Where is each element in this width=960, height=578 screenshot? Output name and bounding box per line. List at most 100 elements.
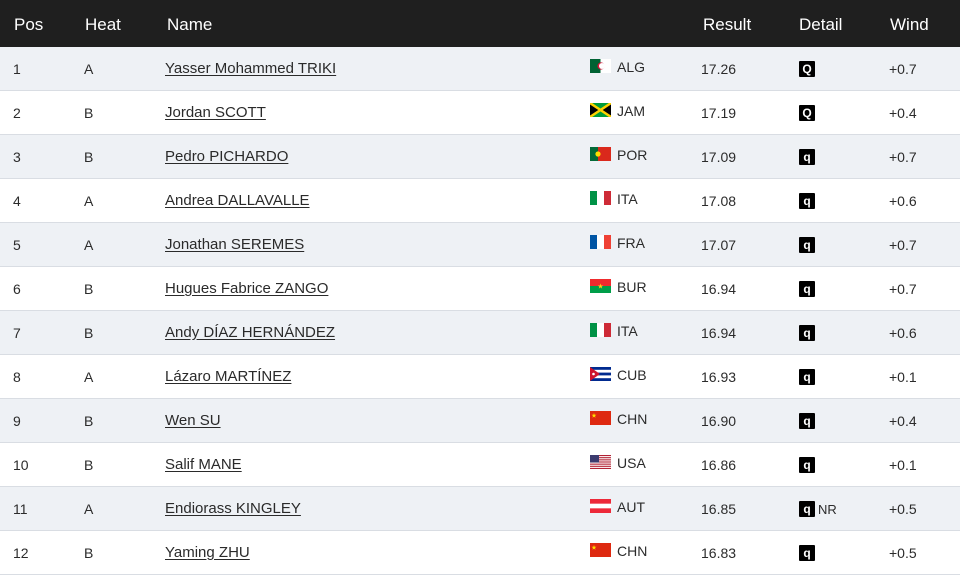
qualification-badge: q — [799, 237, 815, 253]
record-note: NR — [818, 502, 837, 517]
position-cell: 8 — [13, 369, 21, 385]
qualification-badge: Q — [799, 61, 815, 77]
heat-cell: B — [84, 545, 94, 561]
wind-cell: +0.5 — [889, 501, 917, 517]
country-code: ITA — [617, 323, 638, 339]
qualification-badge: q — [799, 193, 815, 209]
result-cell: 17.26 — [701, 61, 737, 77]
country-code: JAM — [617, 103, 645, 119]
athlete-name-link[interactable]: Andrea DALLAVALLE — [165, 192, 310, 209]
athlete-name-link[interactable]: Yaming ZHU — [165, 544, 250, 561]
country-code: CHN — [617, 411, 648, 427]
header-detail: Detail — [799, 15, 843, 34]
result-cell: 16.93 — [701, 369, 737, 385]
country-code: ALG — [617, 59, 646, 75]
result-cell: 17.19 — [701, 105, 737, 121]
country-code: BUR — [617, 279, 647, 295]
ita-flag-icon — [590, 191, 611, 205]
jam-flag-icon — [590, 103, 611, 117]
ita-flag-icon — [590, 323, 611, 337]
usa-flag-icon — [590, 455, 611, 469]
wind-cell: +0.1 — [889, 457, 917, 473]
athlete-name-link[interactable]: Andy DÍAZ HERNÁNDEZ — [165, 324, 336, 341]
athlete-name-link[interactable]: Hugues Fabrice ZANGO — [165, 280, 329, 297]
heat-cell: A — [84, 369, 94, 385]
chn-flag-icon — [590, 411, 611, 425]
athlete-name-link[interactable]: Yasser Mohammed TRIKI — [165, 60, 337, 77]
header-pos: Pos — [14, 15, 44, 34]
table-row: 6 B Hugues Fabrice ZANGO BUR 16.94 q +0.7 — [0, 267, 960, 311]
header-wind: Wind — [890, 15, 929, 34]
heat-cell: A — [84, 237, 94, 253]
result-cell: 16.85 — [701, 501, 737, 517]
alg-flag-icon — [590, 59, 611, 73]
heat-cell: B — [84, 149, 94, 165]
wind-cell: +0.4 — [889, 105, 917, 121]
country-code: USA — [617, 455, 646, 471]
header-heat: Heat — [85, 15, 121, 34]
fra-flag-icon — [590, 235, 611, 249]
table-row: 8 A Lázaro MARTÍNEZ CUB 16.93 q +0.1 — [0, 355, 960, 399]
wind-cell: +0.6 — [889, 193, 917, 209]
qualification-badge: q — [799, 545, 815, 561]
table-row: 7 B Andy DÍAZ HERNÁNDEZ ITA 16.94 q +0.6 — [0, 311, 960, 355]
athlete-name-link[interactable]: Lázaro MARTÍNEZ — [165, 368, 292, 385]
athlete-name-link[interactable]: Jonathan SEREMES — [165, 236, 305, 253]
qualification-badge: q — [799, 325, 815, 341]
heat-cell: A — [84, 61, 94, 77]
heat-cell: A — [84, 193, 94, 209]
result-cell: 16.94 — [701, 325, 737, 341]
qualification-badge: q — [799, 457, 815, 473]
heat-cell: B — [84, 325, 94, 341]
result-cell: 17.09 — [701, 149, 737, 165]
result-cell: 16.83 — [701, 545, 737, 561]
wind-cell: +0.1 — [889, 369, 917, 385]
position-cell: 10 — [13, 457, 29, 473]
athlete-name-link[interactable]: Jordan SCOTT — [165, 104, 266, 121]
position-cell: 12 — [13, 545, 29, 561]
country-code: CUB — [617, 367, 647, 383]
table-row: 9 B Wen SU CHN 16.90 q +0.4 — [0, 399, 960, 443]
table-row: 5 A Jonathan SEREMES FRA 17.07 q +0.7 — [0, 223, 960, 267]
qualification-badge: q — [799, 369, 815, 385]
wind-cell: +0.7 — [889, 281, 917, 297]
qualification-badge: q — [799, 413, 815, 429]
position-cell: 9 — [13, 413, 21, 429]
result-cell: 16.86 — [701, 457, 737, 473]
qualification-badge: Q — [799, 105, 815, 121]
position-cell: 5 — [13, 237, 21, 253]
athlete-name-link[interactable]: Salif MANE — [165, 456, 242, 473]
qualification-badge: q — [799, 501, 815, 517]
heat-cell: B — [84, 413, 94, 429]
athlete-name-link[interactable]: Wen SU — [165, 412, 221, 429]
country-code: FRA — [617, 235, 645, 251]
wind-cell: +0.6 — [889, 325, 917, 341]
por-flag-icon — [590, 147, 611, 161]
table-row: 12 B Yaming ZHU CHN 16.83 q +0.5 — [0, 531, 960, 575]
heat-cell: B — [84, 281, 94, 297]
table-body: 1 A Yasser Mohammed TRIKI ALG 17.26 Q +0.7 2 B Jo… — [0, 47, 960, 575]
header-name: Name — [167, 15, 213, 34]
country-code: ITA — [617, 191, 638, 207]
table-row: 3 B Pedro PICHARDO POR 17.09 q +0.7 — [0, 135, 960, 179]
position-cell: 6 — [13, 281, 21, 297]
country-code: AUT — [617, 499, 645, 515]
table-row: 11 A Endiorass KINGLEY AUT 16.85 q NR +0.5 — [0, 487, 960, 531]
athlete-name-link[interactable]: Pedro PICHARDO — [165, 148, 289, 165]
table-header: Pos Heat Name Result Detail Wind — [0, 0, 960, 47]
aut-flag-icon — [590, 499, 611, 513]
header-result: Result — [703, 15, 752, 34]
athlete-name-link[interactable]: Endiorass KINGLEY — [165, 500, 301, 517]
position-cell: 7 — [13, 325, 21, 341]
bur-flag-icon — [590, 279, 611, 293]
heat-cell: B — [84, 105, 94, 121]
table-row: 2 B Jordan SCOTT JAM 17.19 Q +0.4 — [0, 91, 960, 135]
result-cell: 16.94 — [701, 281, 737, 297]
chn-flag-icon — [590, 543, 611, 557]
result-cell: 16.90 — [701, 413, 737, 429]
wind-cell: +0.7 — [889, 149, 917, 165]
position-cell: 11 — [13, 501, 28, 517]
wind-cell: +0.7 — [889, 237, 917, 253]
heat-cell: A — [84, 501, 94, 517]
